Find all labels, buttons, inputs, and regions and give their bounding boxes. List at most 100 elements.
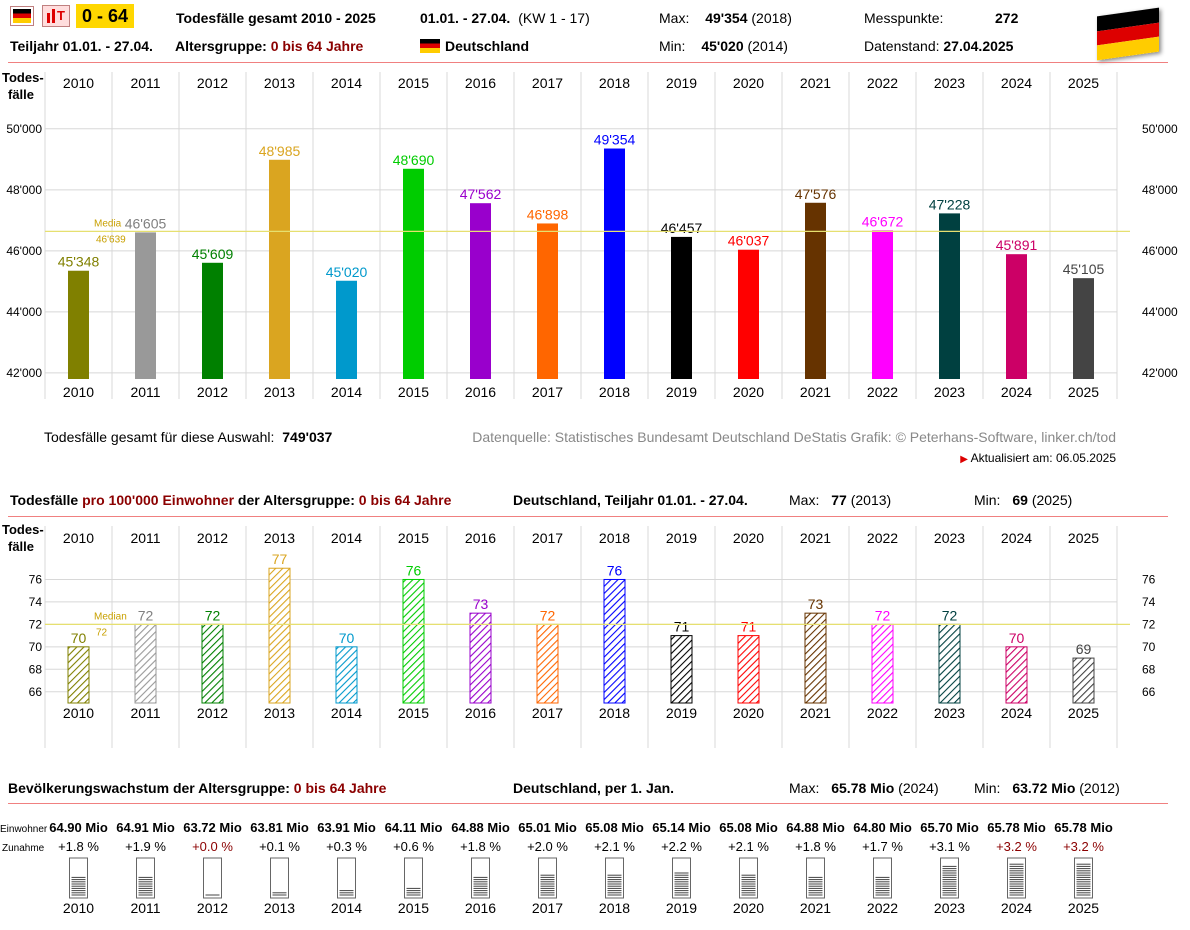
- flag-de-small-icon: [420, 39, 440, 53]
- x-tick-label-bottom: 2011: [130, 705, 160, 721]
- x-tick-label-bottom: 2021: [800, 384, 831, 400]
- data-label: 71: [741, 619, 757, 635]
- x-tick-label-bottom: 2025: [1068, 705, 1099, 721]
- data-label: 70: [71, 630, 87, 646]
- x-tick-label-bottom: 2018: [599, 705, 630, 721]
- x-tick-label-top: 2021: [800, 530, 831, 546]
- section3-max-year: (2024): [898, 780, 939, 796]
- period-kw: (KW 1 - 17): [518, 10, 590, 26]
- max-value: 49'354: [705, 10, 748, 26]
- min-year: (2014): [747, 38, 788, 54]
- y-tick-label-right: 46'000: [1142, 244, 1178, 258]
- bar: [938, 623, 961, 704]
- section2-title-a: Todesfälle: [10, 492, 79, 508]
- y-tick-label-left: 44'000: [6, 305, 42, 319]
- data-label: 76: [607, 562, 623, 578]
- x-tick-label: 2025: [1068, 900, 1099, 916]
- x-tick-label-top: 2014: [331, 75, 362, 91]
- data-label: 46'037: [728, 233, 770, 249]
- total-selection: Todesfälle gesamt für diese Auswahl: 749…: [44, 429, 332, 445]
- flag-de-icon[interactable]: [10, 6, 34, 26]
- data-label: 73: [473, 596, 489, 612]
- data-label: 72: [138, 607, 154, 623]
- page-title: Todesfälle gesamt 2010 - 2025: [176, 10, 376, 26]
- population-value: 65.08 Mio: [585, 820, 644, 835]
- x-tick-label-bottom: 2022: [867, 384, 898, 400]
- bar: [670, 635, 693, 704]
- bar: [68, 270, 89, 379]
- section2-max-label: Max:: [789, 492, 820, 508]
- altersgruppe-value: 0 bis 64 Jahre: [270, 38, 364, 54]
- population-value: 65.78 Mio: [987, 820, 1046, 835]
- max-year: (2018): [751, 10, 792, 26]
- population-value: 64.90 Mio: [49, 820, 108, 835]
- y-tick-label-left: 76: [29, 572, 43, 586]
- bar: [403, 168, 424, 379]
- x-tick-label-bottom: 2010: [63, 384, 94, 400]
- x-tick-label: 2018: [599, 900, 630, 916]
- updated-arrow-icon: ▶: [960, 454, 968, 465]
- data-label: 77: [272, 551, 288, 567]
- y-tick-label-right: 44'000: [1142, 305, 1178, 319]
- x-tick-label-top: 2024: [1001, 530, 1032, 546]
- growth-value: +2.2 %: [661, 839, 702, 854]
- section3-title-b: 0 bis 64 Jahre: [293, 780, 387, 796]
- median-text: Media: [94, 218, 122, 229]
- population-gauge: [605, 857, 624, 899]
- growth-value: +3.2 %: [996, 839, 1037, 854]
- population-value: 65.14 Mio: [652, 820, 711, 835]
- x-tick-label-top: 2015: [398, 75, 429, 91]
- population-value: 63.72 Mio: [183, 820, 242, 835]
- bar: [737, 635, 760, 704]
- bar: [804, 612, 827, 704]
- x-tick-label-bottom: 2012: [197, 705, 228, 721]
- population-value: 63.81 Mio: [250, 820, 309, 835]
- section2-max: Max: 77 (2013): [789, 492, 891, 508]
- growth-value: +0.6 %: [393, 839, 434, 854]
- chart-type-icon[interactable]: T: [42, 5, 70, 27]
- x-tick-label: 2019: [666, 900, 697, 916]
- row-label-zunahme: Zunahme: [2, 843, 45, 854]
- country[interactable]: Deutschland: [420, 38, 529, 54]
- y-tick-label-right: 42'000: [1142, 366, 1178, 380]
- x-tick-label-top: 2012: [197, 75, 228, 91]
- population-gauge: [940, 857, 959, 899]
- growth-value: +0.0 %: [192, 839, 233, 854]
- section2-min-value: 69: [1012, 492, 1028, 508]
- population-value: 65.78 Mio: [1054, 820, 1113, 835]
- datenstand: Datenstand: 27.04.2025: [864, 38, 1013, 54]
- min-stat: Min: 45'020 (2014): [659, 38, 788, 54]
- section2-max-year: (2013): [850, 492, 892, 508]
- bar: [872, 230, 893, 379]
- population-gauge: [538, 857, 557, 899]
- x-tick-label-top: 2010: [63, 75, 94, 91]
- x-tick-label: 2024: [1001, 900, 1032, 916]
- bar: [1005, 646, 1028, 704]
- data-label: 46'672: [862, 213, 904, 229]
- x-tick-label-top: 2017: [532, 530, 563, 546]
- section3-min-label: Min:: [974, 780, 1001, 796]
- data-label: 45'609: [192, 246, 234, 262]
- growth-value: +2.1 %: [728, 839, 769, 854]
- x-tick-label-bottom: 2020: [733, 705, 764, 721]
- x-tick-label-bottom: 2015: [398, 705, 429, 721]
- population-value: 64.11 Mio: [385, 820, 443, 835]
- max-stat: Max: 49'354 (2018): [659, 10, 792, 26]
- altersgruppe: Altersgruppe: 0 bis 64 Jahre: [175, 38, 363, 54]
- bar: [1073, 278, 1094, 379]
- age-group-badge[interactable]: 0 - 64: [76, 4, 134, 28]
- y-tick-label-right: 70: [1142, 640, 1156, 654]
- data-label: 47'576: [795, 186, 837, 202]
- section3-title-a: Bevölkerungswachstum der Altersgruppe:: [8, 780, 290, 796]
- population-gauge: [672, 857, 691, 899]
- data-label: 45'105: [1063, 261, 1105, 277]
- bar: [671, 236, 692, 379]
- x-tick-label-top: 2013: [264, 530, 295, 546]
- x-tick-label-bottom: 2023: [934, 705, 965, 721]
- section2-region: Deutschland, Teiljahr 01.01. - 27.04.: [513, 492, 748, 508]
- chart-deaths-per-100k: 66 66 68 68 70 70 72 72 74 74 76 76 Todes-fälle 70 201…: [2, 522, 1156, 748]
- growth-value: +2.1 %: [594, 839, 635, 854]
- x-tick-label-top: 2018: [599, 530, 630, 546]
- x-tick-label-top: 2018: [599, 75, 630, 91]
- section2-min: Min: 69 (2025): [974, 492, 1072, 508]
